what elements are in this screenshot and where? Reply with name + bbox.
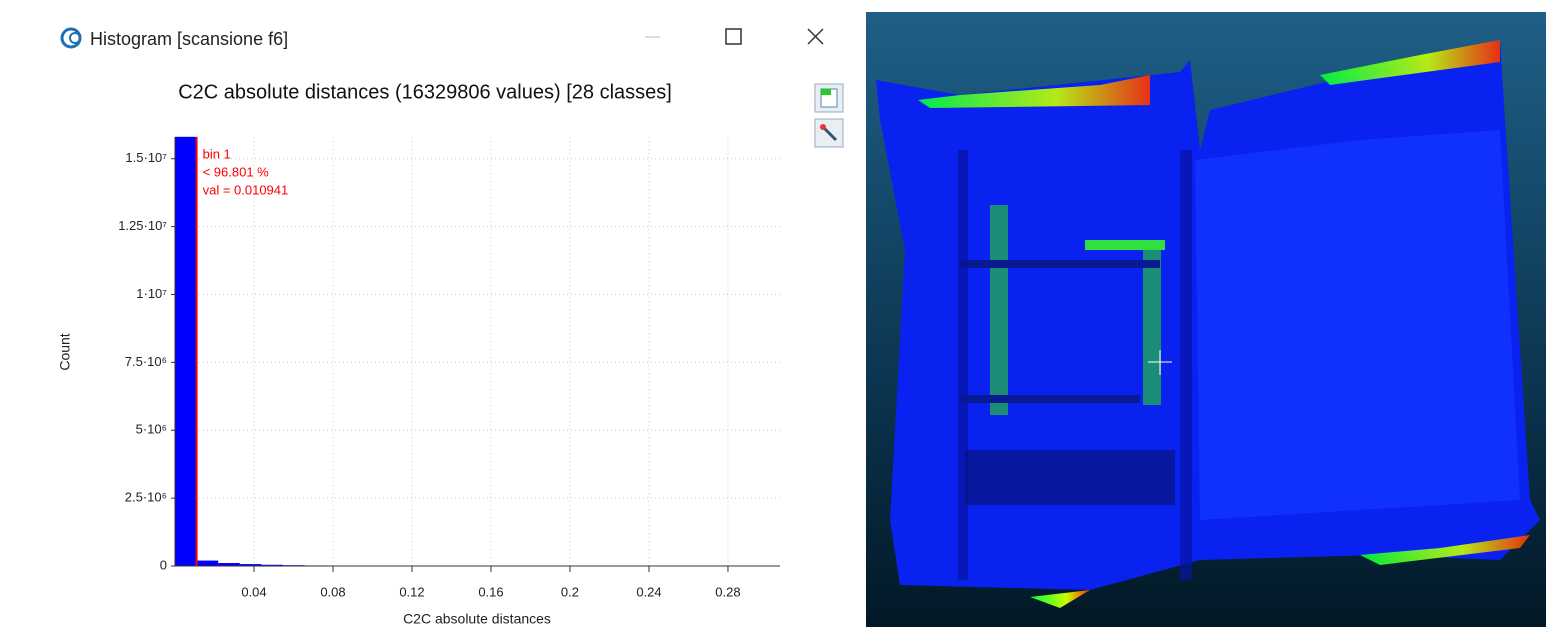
x-tick-label: 0.04 xyxy=(241,584,266,599)
y-tick-label: 7.5·10⁶ xyxy=(125,354,167,369)
export-button[interactable] xyxy=(815,84,843,112)
x-tick-label: 0.08 xyxy=(320,584,345,599)
bar xyxy=(175,137,197,566)
cursor-label: val = 0.010941 xyxy=(203,182,289,197)
y-tick-label: 1.5·10⁷ xyxy=(125,150,167,165)
x-tick-label: 0.28 xyxy=(715,584,740,599)
cursor-label: bin 1 xyxy=(203,146,231,161)
point-cloud xyxy=(876,40,1540,608)
y-axis-label: Count xyxy=(57,333,73,370)
chart-title: C2C absolute distances (16329806 values)… xyxy=(178,81,672,103)
cursor-label: < 96.801 % xyxy=(203,164,270,179)
x-tick-label: 0.24 xyxy=(636,584,661,599)
bar xyxy=(197,561,219,566)
x-tick-label: 0.2 xyxy=(561,584,579,599)
x-tick-label: 0.16 xyxy=(478,584,503,599)
y-tick-label: 5·10⁶ xyxy=(136,422,167,437)
y-tick-label: 1·10⁷ xyxy=(136,286,167,301)
settings-button[interactable] xyxy=(815,119,843,147)
x-axis-label: C2C absolute distances xyxy=(403,611,551,627)
x-tick-label: 0.12 xyxy=(399,584,424,599)
y-tick-label: 1.25·10⁷ xyxy=(118,218,167,233)
y-tick-label: 2.5·10⁶ xyxy=(125,490,167,505)
y-tick-label: 0 xyxy=(160,557,167,572)
window-title: Histogram [scansione f6] xyxy=(90,29,288,49)
screenshot: Histogram [scansione f6] C2C absolute di… xyxy=(0,0,1546,627)
